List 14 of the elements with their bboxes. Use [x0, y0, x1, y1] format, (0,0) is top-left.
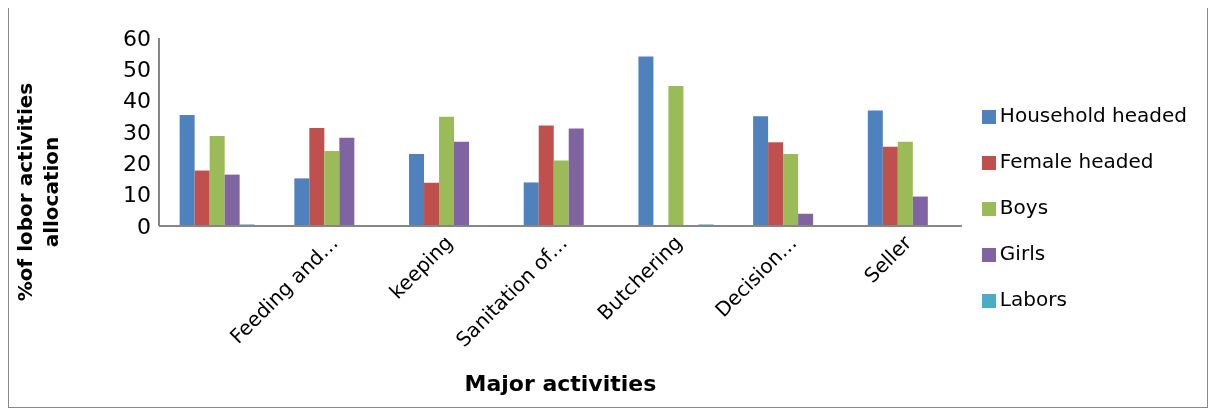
legend-label: Labors: [999, 287, 1067, 311]
y-tick-label: 20: [123, 151, 151, 177]
y-tick-label: 10: [123, 182, 151, 208]
y-tick-label: 50: [123, 57, 151, 83]
legend-label: Boys: [999, 195, 1049, 219]
y-tick-label: 60: [123, 25, 151, 51]
legend-label: Girls: [999, 241, 1046, 265]
y-tick-label: 30: [123, 119, 151, 145]
y-tick-label: 0: [137, 213, 151, 239]
legend-label: Female headed: [999, 149, 1154, 173]
legend-label: Household headed: [999, 103, 1187, 127]
y-axis-title: %of lobor activities allocation: [13, 82, 63, 302]
y-tick-label: 40: [123, 88, 151, 114]
x-axis-title: Major activities: [464, 371, 657, 396]
